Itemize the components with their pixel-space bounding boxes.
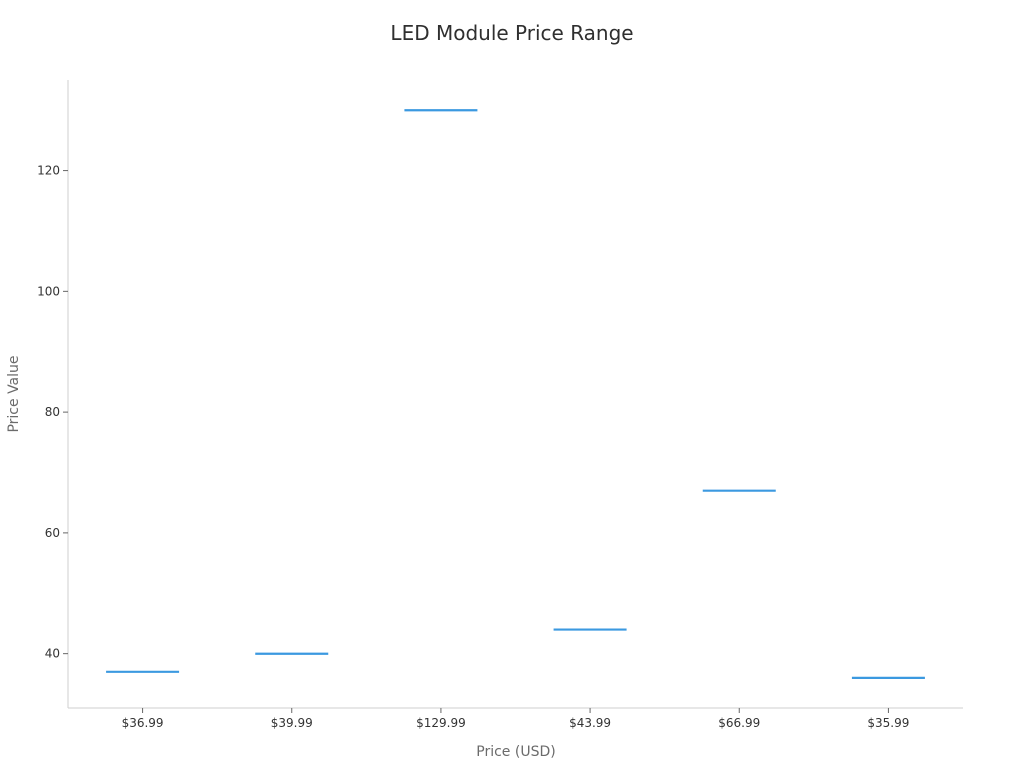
y-tick-label: 80 bbox=[45, 405, 60, 419]
chart-title: LED Module Price Range bbox=[390, 21, 633, 45]
x-tick-label: $35.99 bbox=[867, 716, 909, 730]
y-tick-label: 120 bbox=[37, 164, 60, 178]
y-tick-label: 100 bbox=[37, 284, 60, 298]
x-tick-label: $39.99 bbox=[271, 716, 313, 730]
y-axis-label: Price Value bbox=[6, 355, 22, 432]
y-axis-ticks: 40 60 80 100 120 bbox=[37, 164, 68, 661]
x-tick-label: $66.99 bbox=[718, 716, 760, 730]
x-tick-label: $129.99 bbox=[416, 716, 466, 730]
y-tick-label: 60 bbox=[45, 526, 60, 540]
price-marks bbox=[106, 109, 925, 679]
x-tick-label: $43.99 bbox=[569, 716, 611, 730]
x-tick-label: $36.99 bbox=[122, 716, 164, 730]
y-tick-label: 40 bbox=[45, 647, 60, 661]
x-axis-label: Price (USD) bbox=[476, 744, 555, 760]
x-axis-ticks: $36.99 $39.99 $129.99 $43.99 $66.99 $35.99 bbox=[122, 708, 909, 730]
